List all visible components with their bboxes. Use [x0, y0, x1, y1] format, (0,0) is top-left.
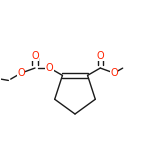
Text: O: O [110, 68, 118, 78]
Text: O: O [96, 51, 104, 60]
Text: O: O [31, 51, 39, 60]
Text: O: O [17, 68, 25, 78]
Text: O: O [46, 63, 54, 73]
